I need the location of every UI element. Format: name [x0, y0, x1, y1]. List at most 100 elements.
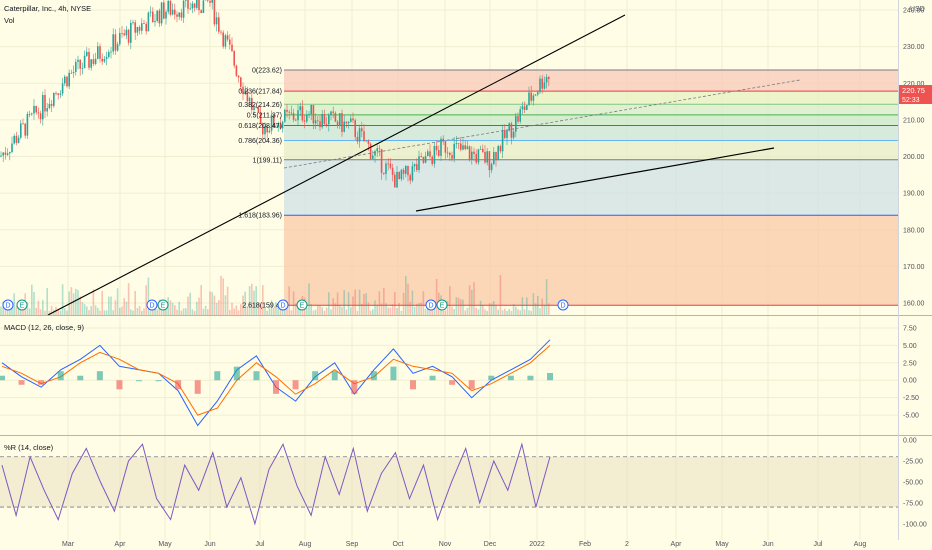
price-candle[interactable]: [114, 34, 117, 51]
signal-line[interactable]: [1, 345, 551, 416]
price-candle[interactable]: [50, 103, 53, 106]
price-candle[interactable]: [486, 151, 488, 163]
price-candle[interactable]: [347, 121, 350, 124]
price-candle[interactable]: [187, 0, 189, 9]
price-candle[interactable]: [42, 95, 44, 120]
price-candle[interactable]: [512, 131, 515, 138]
price-candle[interactable]: [288, 111, 290, 113]
price-candle[interactable]: [99, 46, 101, 59]
price-candle[interactable]: [519, 109, 521, 122]
price-candle[interactable]: [143, 23, 145, 25]
price-candle[interactable]: [413, 164, 416, 167]
price-candle[interactable]: [174, 9, 176, 15]
price-candle[interactable]: [200, 10, 202, 14]
price-candle[interactable]: [526, 105, 528, 110]
price-candle[interactable]: [442, 138, 444, 142]
price-candle[interactable]: [506, 130, 508, 138]
price-candle[interactable]: [136, 27, 139, 33]
price-candle[interactable]: [4, 152, 7, 155]
price-candle[interactable]: [508, 123, 510, 131]
price-candle[interactable]: [105, 56, 108, 59]
price-candle[interactable]: [176, 14, 178, 17]
price-candle[interactable]: [477, 149, 480, 163]
price-candle[interactable]: [453, 143, 455, 159]
price-candle[interactable]: [31, 113, 33, 115]
price-candle[interactable]: [138, 27, 141, 31]
price-candle[interactable]: [339, 113, 341, 127]
price-candle[interactable]: [407, 165, 409, 176]
price-candle[interactable]: [171, 9, 174, 15]
price-candle[interactable]: [268, 130, 271, 133]
price-candle[interactable]: [149, 11, 152, 13]
price-candle[interactable]: [77, 59, 79, 62]
price-candle[interactable]: [101, 58, 103, 62]
price-candle[interactable]: [119, 33, 121, 45]
price-candle[interactable]: [462, 145, 464, 150]
price-candle[interactable]: [248, 97, 251, 102]
price-candle[interactable]: [259, 112, 262, 124]
price-candle[interactable]: [125, 29, 128, 36]
price-candle[interactable]: [193, 3, 196, 8]
price-candle[interactable]: [400, 169, 403, 180]
price-candle[interactable]: [165, 11, 167, 19]
price-candle[interactable]: [424, 156, 427, 163]
price-candle[interactable]: [321, 114, 323, 128]
dashed-trendline[interactable]: [283, 79, 801, 169]
price-candle[interactable]: [284, 109, 286, 122]
price-candle[interactable]: [420, 156, 422, 158]
price-candle[interactable]: [332, 111, 334, 113]
earnings-marker[interactable]: [296, 299, 308, 311]
price-candle[interactable]: [127, 29, 130, 43]
price-candle[interactable]: [358, 128, 361, 142]
price-candle[interactable]: [523, 106, 526, 110]
price-candle[interactable]: [499, 146, 502, 152]
price-candle[interactable]: [435, 145, 438, 151]
price-candle[interactable]: [242, 86, 244, 95]
price-candle[interactable]: [244, 90, 246, 95]
price-candle[interactable]: [237, 75, 240, 78]
price-candle[interactable]: [396, 172, 398, 188]
price-candle[interactable]: [365, 140, 367, 142]
price-candle[interactable]: [121, 33, 123, 34]
price-candle[interactable]: [246, 90, 249, 102]
price-candle[interactable]: [341, 113, 343, 132]
price-candle[interactable]: [81, 68, 84, 69]
price-candle[interactable]: [455, 143, 458, 144]
price-candle[interactable]: [24, 123, 26, 136]
price-candle[interactable]: [75, 61, 77, 73]
price-candle[interactable]: [110, 51, 112, 53]
williams-r-line[interactable]: [1, 442, 551, 526]
price-candle[interactable]: [2, 152, 4, 156]
price-candle[interactable]: [314, 120, 317, 124]
price-candle[interactable]: [103, 58, 106, 62]
price-candle[interactable]: [532, 95, 535, 101]
dividend-marker[interactable]: [557, 299, 569, 311]
price-candle[interactable]: [297, 110, 299, 121]
price-candle[interactable]: [178, 12, 180, 17]
price-candle[interactable]: [167, 0, 169, 12]
dividend-marker[interactable]: [425, 299, 437, 311]
price-candle[interactable]: [319, 121, 321, 128]
price-candle[interactable]: [213, 0, 216, 25]
price-candle[interactable]: [488, 151, 491, 171]
price-candle[interactable]: [402, 169, 405, 174]
price-candle[interactable]: [68, 72, 70, 87]
price-candle[interactable]: [306, 114, 308, 122]
price-candle[interactable]: [163, 2, 165, 19]
price-candle[interactable]: [308, 114, 310, 115]
macd-pane[interactable]: [0, 339, 553, 427]
price-candle[interactable]: [266, 126, 268, 133]
price-candle[interactable]: [83, 55, 86, 69]
price-candle[interactable]: [231, 44, 233, 52]
price-candle[interactable]: [257, 107, 260, 113]
price-candle[interactable]: [468, 146, 471, 160]
price-candle[interactable]: [343, 121, 345, 132]
price-candle[interactable]: [367, 140, 370, 144]
price-candle[interactable]: [286, 109, 288, 112]
trendlines[interactable]: [47, 14, 801, 316]
price-candle[interactable]: [11, 143, 13, 153]
price-candle[interactable]: [363, 131, 365, 142]
price-candle[interactable]: [350, 118, 352, 122]
support-trendline[interactable]: [415, 147, 775, 212]
